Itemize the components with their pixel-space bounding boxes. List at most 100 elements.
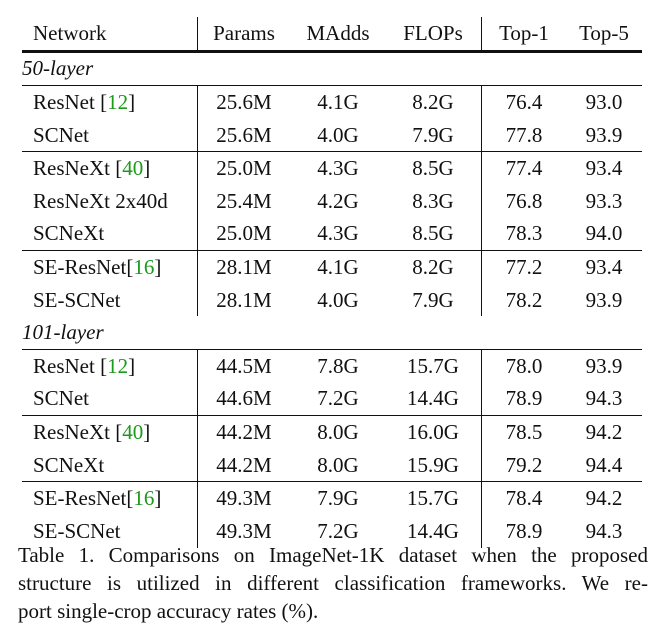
network-name: ResNeXt: [33, 156, 116, 181]
top5-cell: 93.9: [585, 122, 623, 147]
top1-cell: 78.2: [505, 287, 543, 312]
params-cell: 25.6M: [197, 85, 291, 119]
flops-cell: 7.9G: [385, 118, 482, 152]
header-flops: FLOPs: [385, 17, 482, 53]
network-cell: SE-ResNet[16]: [22, 250, 198, 284]
caption-line: structure is utilized in different class…: [18, 571, 648, 595]
network-cell: ResNeXt [40]: [22, 415, 198, 449]
flops-cell: 16.0G: [385, 415, 482, 449]
header-top5: Top-5: [566, 17, 642, 53]
flops-cell: 8.3G: [385, 184, 482, 218]
network-cell: SCNet: [22, 382, 198, 416]
network-name: SCNeXt: [33, 452, 105, 477]
flops-cell: 8.2G: [385, 250, 482, 284]
section-title: 50-layer: [22, 56, 94, 81]
table-row: ResNet [12] 44.5M 7.8G 15.7G 78.0 93.9: [22, 348, 642, 383]
top5-cell: 94.3: [585, 518, 623, 543]
caption-line: port single-crop accuracy rates (%).: [18, 599, 319, 623]
top5-cell: 93.3: [585, 188, 623, 213]
flops-cell: 14.4G: [385, 514, 482, 548]
network-name: ResNeXt 2x40d: [33, 188, 168, 213]
header-row: Network Params MAdds FLOPs Top-1 Top-5: [22, 17, 642, 53]
top1-cell: 77.8: [505, 122, 543, 147]
flops-cell: 8.5G: [385, 151, 482, 185]
table-row: ResNeXt [40] 25.0M 4.3G 8.5G 77.4 93.4: [22, 151, 642, 185]
table-row: SCNeXt 25.0M 4.3G 8.5G 78.3 94.0: [22, 217, 642, 251]
citation-link[interactable]: 40: [122, 156, 144, 181]
citation-link[interactable]: 16: [133, 254, 155, 279]
network-cell: ResNet [12]: [22, 85, 198, 119]
network-cell: SE-SCNet: [22, 514, 198, 548]
params-cell: 49.3M: [216, 518, 272, 543]
table-row: SE-ResNet[16] 49.3M 7.9G 15.7G 78.4 94.2: [22, 481, 642, 515]
network-cell: ResNeXt [40]: [22, 151, 198, 185]
params-cell: 25.4M: [216, 188, 272, 213]
madds-cell: 4.1G: [290, 85, 386, 119]
flops-cell: 15.9G: [385, 448, 482, 482]
table-row: SCNeXt 44.2M 8.0G 15.9G 79.2 94.4: [22, 448, 642, 482]
top1-cell: 77.2: [481, 250, 567, 284]
top5-cell: 93.9: [585, 287, 623, 312]
table-row: ResNet [12] 25.6M 4.1G 8.2G 76.4 93.0: [22, 85, 642, 119]
top1-cell: 78.9: [505, 518, 543, 543]
params-cell: 44.5M: [197, 348, 291, 383]
citation-link[interactable]: 16: [133, 486, 155, 511]
madds-cell: 4.3G: [317, 221, 359, 246]
citation-link[interactable]: 12: [107, 353, 129, 378]
table-row: SE-SCNet 28.1M 4.0G 7.9G 78.2 93.9: [22, 283, 642, 317]
top5-cell: 93.9: [566, 348, 642, 383]
params-cell: 28.1M: [216, 287, 272, 312]
top1-cell: 79.2: [505, 452, 543, 477]
flops-cell: 8.2G: [385, 85, 482, 119]
network-cell: SCNeXt: [22, 217, 198, 251]
caption-line: Table 1. Comparisons on ImageNet-1K data…: [18, 543, 648, 567]
madds-cell: 7.9G: [290, 481, 386, 515]
section-title: 101-layer: [22, 320, 104, 345]
top5-cell: 94.0: [585, 221, 623, 246]
network-name: ResNet: [33, 89, 101, 114]
top5-cell: 93.4: [566, 250, 642, 284]
table-row: SCNet 44.6M 7.2G 14.4G 78.9 94.3: [22, 382, 642, 416]
header-top1: Top-1: [481, 17, 567, 53]
network-name: SCNet: [33, 386, 90, 411]
madds-cell: 4.3G: [290, 151, 386, 185]
params-cell: 44.2M: [216, 452, 272, 477]
madds-cell: 4.2G: [317, 188, 359, 213]
top1-cell: 76.4: [481, 85, 567, 119]
madds-cell: 8.0G: [317, 452, 359, 477]
top5-cell: 94.2: [566, 415, 642, 449]
params-cell: 44.6M: [216, 386, 272, 411]
top1-cell: 78.9: [505, 386, 543, 411]
table-caption: Table 1. Comparisons on ImageNet-1K data…: [18, 541, 648, 625]
network-name: SE-SCNet: [33, 287, 121, 312]
network-cell: ResNeXt 2x40d: [22, 184, 198, 218]
network-cell: SCNeXt: [22, 448, 198, 482]
params-cell: 28.1M: [197, 250, 291, 284]
citation-link[interactable]: 12: [107, 89, 129, 114]
table-row: SE-SCNet 49.3M 7.2G 14.4G 78.9 94.3: [22, 514, 642, 548]
network-cell: SE-ResNet[16]: [22, 481, 198, 515]
flops-cell: 7.9G: [385, 283, 482, 317]
madds-cell: 8.0G: [290, 415, 386, 449]
top1-cell: 76.8: [505, 188, 543, 213]
flops-cell: 14.4G: [385, 382, 482, 416]
top1-cell: 78.5: [481, 415, 567, 449]
citation-link[interactable]: 40: [122, 419, 144, 444]
madds-cell: 4.0G: [317, 287, 359, 312]
section-row: 101-layer: [22, 316, 642, 349]
top5-cell: 94.3: [585, 386, 623, 411]
top5-cell: 94.4: [585, 452, 623, 477]
madds-cell: 4.0G: [317, 122, 359, 147]
params-cell: 25.0M: [216, 221, 272, 246]
network-name: SE-SCNet: [33, 518, 121, 543]
flops-cell: 15.7G: [385, 481, 482, 515]
madds-cell: 7.8G: [290, 348, 386, 383]
table-row: SE-ResNet[16] 28.1M 4.1G 8.2G 77.2 93.4: [22, 250, 642, 284]
madds-cell: 7.2G: [317, 518, 359, 543]
network-name: SCNeXt: [33, 221, 105, 246]
network-name: SE-ResNet: [33, 486, 127, 511]
header-params: Params: [197, 17, 291, 53]
top1-cell: 78.4: [481, 481, 567, 515]
top1-cell: 77.4: [481, 151, 567, 185]
top5-cell: 93.4: [566, 151, 642, 185]
